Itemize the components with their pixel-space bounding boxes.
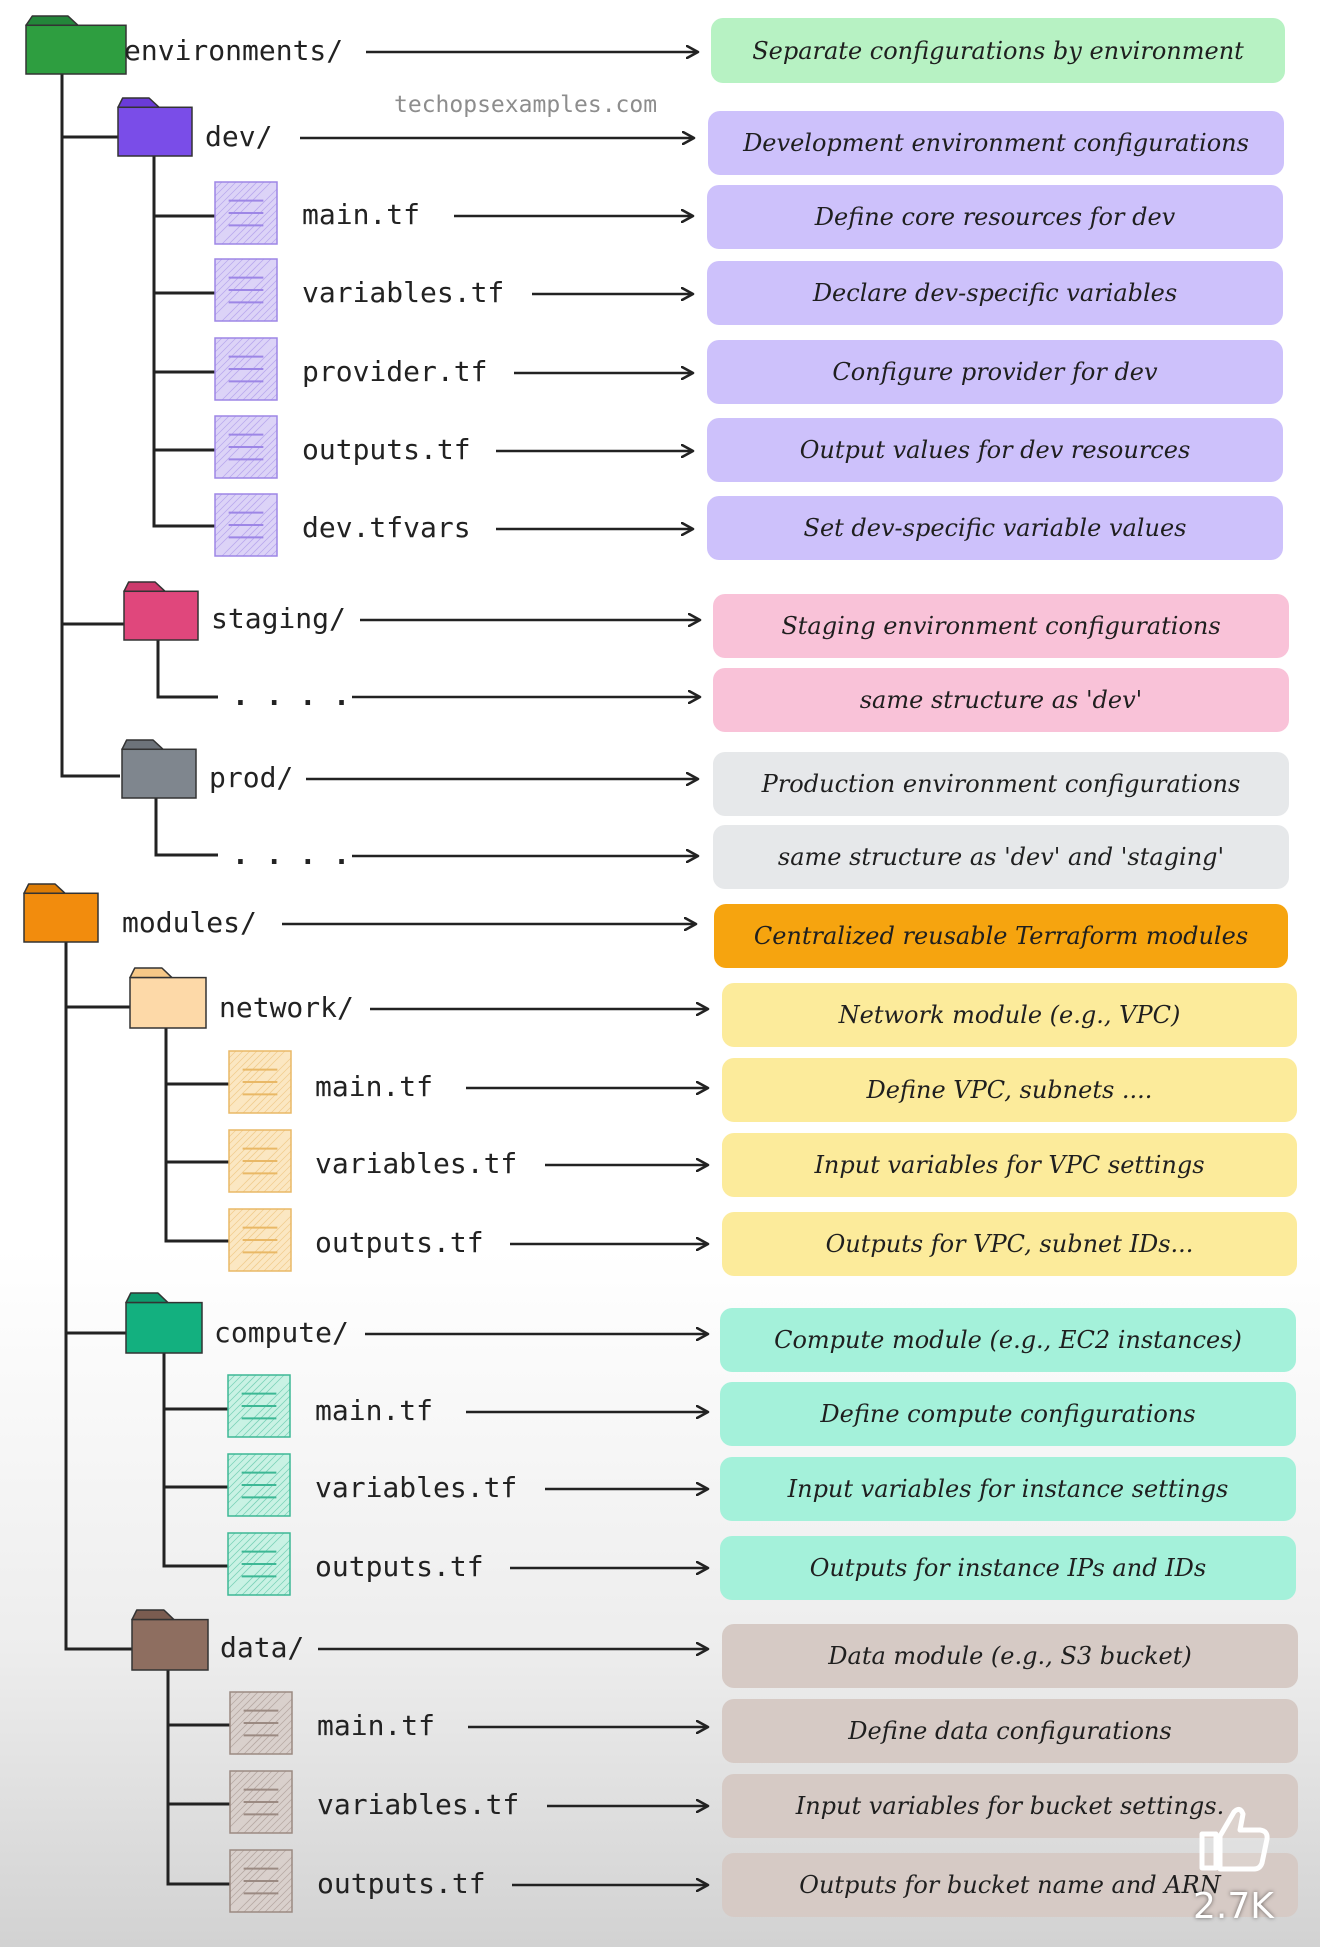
ellipsis-label: . . . . xyxy=(232,838,351,871)
file-label: outputs.tf xyxy=(315,1550,484,1583)
description-box: same structure as 'dev' and 'staging' xyxy=(713,825,1289,889)
file-icon xyxy=(227,1374,291,1438)
folder-label: staging/ xyxy=(211,602,346,635)
file-label: main.tf xyxy=(302,198,421,231)
file-label: outputs.tf xyxy=(317,1867,486,1900)
description-box: Define data configurations xyxy=(722,1699,1298,1763)
folder-label: data/ xyxy=(220,1631,305,1664)
tree-connector xyxy=(64,942,132,1651)
folder-label: environments/ xyxy=(124,34,344,67)
file-icon xyxy=(228,1208,292,1272)
description-box: Define compute configurations xyxy=(720,1382,1296,1446)
file-icon xyxy=(214,258,278,322)
file-icon xyxy=(228,1129,292,1193)
tree-connector xyxy=(154,798,218,857)
folder-label: modules/ xyxy=(122,906,257,939)
ellipsis-label: . . . . xyxy=(232,679,351,712)
like-count: 2.7K xyxy=(1193,1886,1274,1927)
description-box: Configure provider for dev xyxy=(707,340,1283,404)
file-icon xyxy=(214,181,278,245)
thumbs-up-icon[interactable] xyxy=(1190,1796,1274,1880)
file-label: variables.tf xyxy=(302,276,505,309)
description-box: Network module (e.g., VPC) xyxy=(722,983,1297,1047)
description-box: Compute module (e.g., EC2 instances) xyxy=(720,1308,1296,1372)
tree-connector xyxy=(162,1353,228,1568)
description-box: Input variables for bucket settings. xyxy=(722,1774,1298,1838)
file-label: main.tf xyxy=(315,1394,434,1427)
description-box: Declare dev-specific variables xyxy=(707,261,1283,325)
folder-icon xyxy=(123,581,199,641)
tree-connector xyxy=(152,156,215,528)
file-label: provider.tf xyxy=(302,355,488,388)
file-icon xyxy=(229,1849,293,1913)
folder-label: dev/ xyxy=(205,120,273,153)
tree-connector xyxy=(164,1028,229,1243)
file-icon xyxy=(214,337,278,401)
file-label: variables.tf xyxy=(315,1147,518,1180)
tree-connector xyxy=(156,640,218,699)
file-label: main.tf xyxy=(315,1070,434,1103)
description-box: Staging environment configurations xyxy=(713,594,1289,658)
file-icon xyxy=(214,415,278,479)
description-box: Outputs for instance IPs and IDs xyxy=(720,1536,1296,1600)
file-icon xyxy=(214,493,278,557)
description-box: Define core resources for dev xyxy=(707,185,1283,249)
folder-label: prod/ xyxy=(209,761,294,794)
description-box: Define VPC, subnets .... xyxy=(722,1058,1297,1122)
folder-icon xyxy=(23,883,99,943)
watermark: techopsexamples.com xyxy=(394,92,658,118)
file-label: outputs.tf xyxy=(315,1226,484,1259)
description-box: Outputs for bucket name and ARN xyxy=(722,1853,1298,1917)
description-box: Input variables for VPC settings xyxy=(722,1133,1297,1197)
description-box: Separate configurations by environment xyxy=(711,18,1285,83)
folder-icon xyxy=(129,967,207,1029)
file-icon xyxy=(229,1770,293,1834)
file-label: outputs.tf xyxy=(302,433,471,466)
description-box: Data module (e.g., S3 bucket) xyxy=(722,1624,1298,1688)
folder-icon xyxy=(117,97,193,157)
file-icon xyxy=(227,1532,291,1596)
folder-icon xyxy=(131,1609,209,1671)
folder-icon xyxy=(25,15,127,75)
description-box: Output values for dev resources xyxy=(707,418,1283,482)
file-icon xyxy=(227,1453,291,1517)
file-icon xyxy=(228,1050,292,1114)
folder-icon xyxy=(121,739,197,799)
file-icon xyxy=(229,1691,293,1755)
file-label: variables.tf xyxy=(315,1471,518,1504)
folder-label: network/ xyxy=(219,991,354,1024)
folder-label: compute/ xyxy=(214,1316,349,1349)
tree-connector xyxy=(166,1670,230,1886)
description-box: same structure as 'dev' xyxy=(713,668,1289,732)
description-box: Centralized reusable Terraform modules xyxy=(714,904,1288,968)
file-label: main.tf xyxy=(317,1709,436,1742)
file-label: variables.tf xyxy=(317,1788,520,1821)
description-box: Input variables for instance settings xyxy=(720,1457,1296,1521)
folder-icon xyxy=(125,1292,203,1354)
description-box: Set dev-specific variable values xyxy=(707,496,1283,560)
description-box: Development environment configurations xyxy=(708,111,1284,175)
description-box: Production environment configurations xyxy=(713,752,1289,816)
tree-connector xyxy=(60,74,120,778)
file-label: dev.tfvars xyxy=(302,511,471,544)
description-box: Outputs for VPC, subnet IDs... xyxy=(722,1212,1297,1276)
